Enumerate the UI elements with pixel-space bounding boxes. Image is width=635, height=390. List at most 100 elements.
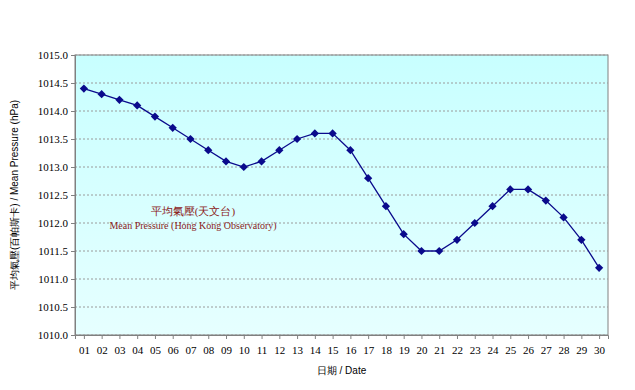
- y-tick: 1013.5: [38, 133, 75, 145]
- grid-line: [75, 279, 608, 280]
- x-tick-mark: [137, 335, 138, 339]
- y-axis-title: 平均氣壓(百帕斯卡) / Mean Pressure (hPa): [9, 100, 20, 290]
- grid-line: [75, 83, 608, 84]
- x-tick: 08: [203, 335, 215, 356]
- y-tick-mark: [71, 167, 75, 168]
- x-tick: 04: [132, 335, 144, 356]
- marker: [471, 219, 479, 227]
- x-tick-label: 19: [399, 344, 411, 356]
- x-tick-label: 30: [594, 344, 606, 356]
- x-tick-label: 28: [559, 344, 571, 356]
- x-tick: 27: [541, 335, 553, 356]
- marker: [417, 247, 425, 255]
- marker: [328, 129, 336, 137]
- x-tick-label: 20: [416, 344, 428, 356]
- marker: [577, 236, 585, 244]
- x-tick-mark: [439, 335, 440, 339]
- x-tick-label: 08: [203, 344, 215, 356]
- x-tick-label: 29: [576, 344, 588, 356]
- y-tick-mark: [71, 251, 75, 252]
- y-axis: 1010.01010.51011.01011.51012.01012.51013…: [38, 49, 76, 341]
- x-tick: 19: [399, 335, 411, 356]
- y-tick-label: 1013.0: [38, 161, 69, 173]
- marker: [488, 202, 496, 210]
- marker: [151, 112, 159, 120]
- x-tick-label: 18: [381, 344, 393, 356]
- marker: [133, 101, 141, 109]
- x-tick-mark: [244, 335, 245, 339]
- y-tick-mark: [71, 223, 75, 224]
- x-tick-label: 25: [505, 344, 517, 356]
- x-tick-mark: [190, 335, 191, 339]
- x-tick: 28: [559, 335, 571, 356]
- x-tick-label: 24: [488, 344, 500, 356]
- x-tick: 30: [594, 335, 606, 356]
- marker: [435, 247, 443, 255]
- x-tick-mark: [457, 335, 458, 339]
- x-tick: 03: [114, 335, 126, 356]
- marker: [311, 129, 319, 137]
- marker: [346, 146, 354, 154]
- x-tick: 07: [185, 335, 197, 356]
- x-tick-mark: [475, 335, 476, 339]
- grid-line: [75, 139, 608, 140]
- x-tick-mark: [599, 335, 600, 339]
- y-axis-line: [71, 56, 76, 336]
- x-tick: 05: [150, 335, 162, 356]
- y-tick-mark: [71, 307, 75, 308]
- x-tick: 24: [488, 335, 500, 356]
- y-tick: 1015.0: [38, 49, 75, 61]
- x-tick-label: 11: [257, 344, 268, 356]
- y-tick: 1011.5: [38, 245, 75, 257]
- line: [84, 89, 599, 268]
- x-tick-mark: [350, 335, 351, 339]
- y-tick: 1013.0: [38, 161, 75, 173]
- y-tick: 1011.0: [38, 273, 75, 285]
- marker: [453, 236, 461, 244]
- y-tick-label: 1015.0: [38, 49, 69, 61]
- x-tick-mark: [279, 335, 280, 339]
- marker: [524, 185, 532, 193]
- chart: 1010.01010.51011.01011.51012.01012.51013…: [0, 0, 635, 390]
- marker: [293, 135, 301, 143]
- x-tick-mark: [84, 335, 85, 339]
- marker: [382, 202, 390, 210]
- x-tick-mark: [297, 335, 298, 339]
- x-axis: 0102030405060708091011121314151617181920…: [76, 335, 609, 356]
- x-tick-label: 23: [470, 344, 482, 356]
- x-tick-label: 06: [168, 344, 180, 356]
- annotation: 平均氣壓(天文台): [151, 205, 236, 218]
- marker: [98, 90, 106, 98]
- y-tick-label: 1012.0: [38, 217, 69, 229]
- x-tick-label: 02: [97, 344, 108, 356]
- x-tick: 16: [345, 335, 357, 356]
- x-tick-mark: [493, 335, 494, 339]
- x-tick: 26: [523, 335, 535, 356]
- y-tick-mark: [71, 55, 75, 56]
- marker: [364, 174, 372, 182]
- y-tick: 1014.5: [38, 77, 75, 89]
- x-tick-mark: [581, 335, 582, 339]
- x-tick: 09: [221, 335, 233, 356]
- x-tick-mark: [333, 335, 334, 339]
- x-tick: 25: [505, 335, 517, 356]
- y-tick-mark: [71, 111, 75, 112]
- x-tick-mark: [208, 335, 209, 339]
- y-tick: 1012.0: [38, 217, 75, 229]
- y-tick-label: 1010.5: [38, 301, 69, 313]
- x-tick-label: 03: [114, 344, 126, 356]
- marker: [80, 84, 88, 92]
- y-tick-label: 1014.0: [38, 105, 69, 117]
- marker: [169, 124, 177, 132]
- x-tick-mark: [386, 335, 387, 339]
- x-tick-mark: [510, 335, 511, 339]
- x-axis-line: [76, 336, 609, 340]
- marker: [115, 96, 123, 104]
- x-tick-label: 12: [274, 344, 285, 356]
- y-tick-label: 1010.0: [38, 329, 69, 341]
- x-tick-mark: [421, 335, 422, 339]
- y-tick-mark: [71, 335, 75, 336]
- x-tick: 01: [79, 335, 90, 356]
- grid-line: [75, 167, 608, 168]
- y-tick-label: 1013.5: [38, 133, 69, 145]
